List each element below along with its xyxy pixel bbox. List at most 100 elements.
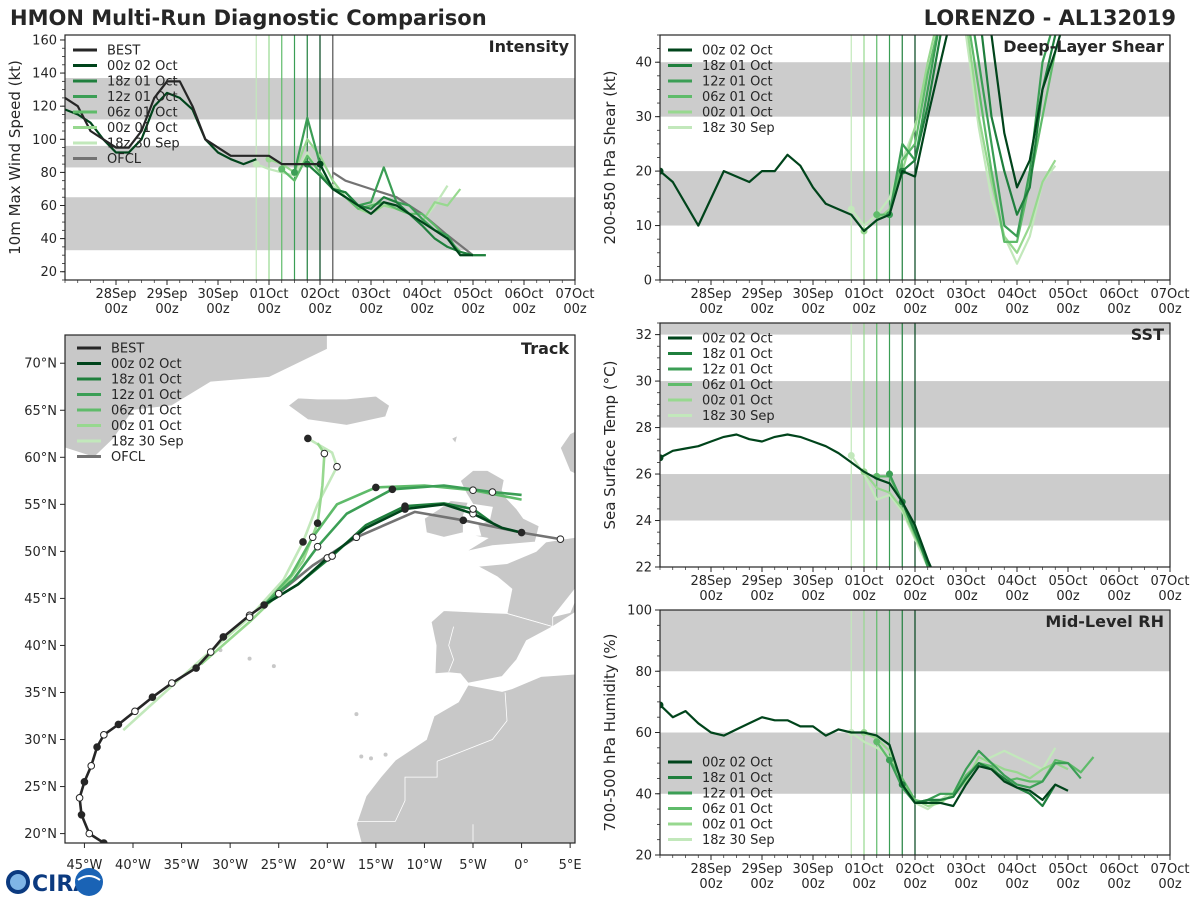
- intensity-series-line: [65, 91, 257, 166]
- intensity-xtick-label: 03Oct: [351, 287, 390, 302]
- intensity-xtick-label: 02Oct: [300, 287, 339, 302]
- rh-xtick-sublabel: 00z: [903, 877, 927, 892]
- rh-xtick-label: 03Oct: [946, 862, 985, 877]
- sst-xtick-sublabel: 00z: [1056, 589, 1080, 604]
- shear-ytick-label: 0: [644, 274, 652, 289]
- shear-xtick-label: 06Oct: [1099, 287, 1138, 302]
- intensity-legend-label: 00z 02 Oct: [107, 59, 178, 74]
- track-ytick-label: 60°N: [24, 451, 57, 466]
- forecast-marker: [488, 488, 497, 496]
- forecast-marker: [333, 462, 341, 471]
- iceland-land: [287, 395, 390, 426]
- forecast-marker: [274, 589, 283, 598]
- forecast-marker: [556, 535, 565, 543]
- figure-title: HMON Multi-Run Diagnostic Comparison: [10, 6, 487, 30]
- intensity-ytick-label: 140: [32, 67, 57, 82]
- track-ytick-label: 50°N: [24, 545, 57, 560]
- shear-ytick-label: 40: [635, 56, 652, 71]
- intensity-xtick-sublabel: 00z: [512, 302, 536, 317]
- sst-xtick-label: 01Oct: [844, 574, 883, 589]
- sst-xtick-sublabel: 00z: [852, 589, 876, 604]
- intensity-xtick-sublabel: 00z: [104, 302, 128, 317]
- intensity-xtick-sublabel: 00z: [410, 302, 434, 317]
- track-xtick-label: 25°W: [261, 858, 297, 873]
- shear-init-marker: [660, 167, 664, 175]
- rh-legend-label: 00z 01 Oct: [702, 818, 773, 833]
- sst-xtick-sublabel: 00z: [1158, 589, 1182, 604]
- track-ytick-label: 70°N: [24, 357, 57, 372]
- shear-xtick-label: 29Sep: [741, 287, 782, 302]
- sst-xtick-label: 29Sep: [741, 574, 782, 589]
- shear-ylabel: 200-850 hPa Shear (kt): [601, 71, 619, 245]
- best-track-marker: [100, 839, 108, 843]
- rh-xtick-sublabel: 00z: [750, 877, 774, 892]
- intensity-ylabel: 10m Max Wind Speed (kt): [6, 60, 24, 255]
- island-land: [271, 664, 276, 669]
- shear-legend-label: 00z 02 Oct: [702, 44, 773, 59]
- rh-xtick-sublabel: 00z: [852, 877, 876, 892]
- intensity-xtick-sublabel: 00z: [308, 302, 332, 317]
- greenland-land: [65, 335, 328, 458]
- sst-panel: 22242628303228Sep00z29Sep00z30Sep00z01Oc…: [601, 322, 1190, 604]
- intensity-panel: 2040608010012014016028Sep00z29Sep00z30Se…: [6, 33, 595, 317]
- track-xtick-label: 35°W: [164, 858, 200, 873]
- forecast-marker: [299, 538, 307, 546]
- rh-panel: 2040608010028Sep00z29Sep00z30Sep00z01Oct…: [601, 604, 1190, 893]
- track-ytick-label: 40°N: [24, 639, 57, 654]
- intensity-xtick-label: 04Oct: [402, 287, 441, 302]
- rh-legend-label: 18z 01 Oct: [702, 771, 773, 786]
- intensity-legend-label: 06z 01 Oct: [107, 106, 178, 121]
- intensity-init-marker: [278, 165, 286, 173]
- rh-legend-label: 00z 02 Oct: [702, 756, 773, 771]
- shear-xtick-label: 02Oct: [895, 287, 934, 302]
- globe-icon: [75, 868, 103, 896]
- sst-title: SST: [1131, 325, 1164, 344]
- rh-xtick-sublabel: 00z: [954, 877, 978, 892]
- track-xtick-label: 30°W: [212, 858, 248, 873]
- forecast-marker: [401, 502, 409, 511]
- cira-logo: CIRA: [6, 868, 103, 897]
- intensity-legend-label: 18z 01 Oct: [107, 75, 178, 90]
- rh-xtick-label: 28Sep: [690, 862, 731, 877]
- shear-xtick-sublabel: 00z: [1056, 302, 1080, 317]
- track-ytick-label: 20°N: [24, 827, 57, 842]
- track-xtick-label: 15°W: [358, 858, 394, 873]
- rh-ytick-label: 20: [635, 849, 652, 864]
- intensity-ytick-label: 40: [40, 232, 57, 247]
- track-legend-label: 18z 01 Oct: [111, 373, 182, 388]
- rh-legend-label: 12z 01 Oct: [702, 787, 773, 802]
- intensity-xtick-sublabel: 00z: [206, 302, 230, 317]
- rh-init-marker: [886, 756, 893, 764]
- island-land: [247, 656, 252, 661]
- rh-xtick-label: 07Oct: [1150, 862, 1189, 877]
- shear-panel: 01020304028Sep00z29Sep00z30Sep00z01Oct00…: [601, 34, 1190, 317]
- intensity-ytick-label: 120: [32, 100, 57, 115]
- sst-xtick-label: 04Oct: [997, 574, 1036, 589]
- intensity-xtick-sublabel: 00z: [155, 302, 179, 317]
- intensity-xtick-label: 29Sep: [146, 287, 187, 302]
- shear-ytick-label: 30: [635, 110, 652, 125]
- intensity-xtick-label: 28Sep: [95, 287, 136, 302]
- rh-title: Mid-Level RH: [1045, 612, 1164, 631]
- shear-init-marker: [847, 205, 855, 213]
- rh-xtick-label: 06Oct: [1099, 862, 1138, 877]
- forecast-marker: [517, 528, 526, 537]
- intensity-series-line: [319, 163, 473, 257]
- rh-ytick-label: 100: [627, 604, 652, 619]
- rh-xtick-label: 02Oct: [895, 862, 934, 877]
- rh-xtick-sublabel: 00z: [1005, 877, 1029, 892]
- track-legend-label: 06z 01 Oct: [111, 404, 182, 419]
- africa-land: [355, 673, 575, 843]
- intensity-ytick-label: 80: [40, 166, 57, 181]
- rh-xtick-label: 29Sep: [741, 862, 782, 877]
- shear-series-line: [901, 35, 1057, 216]
- sst-xtick-label: 28Sep: [690, 574, 731, 589]
- island-land: [369, 756, 373, 761]
- shear-xtick-sublabel: 00z: [750, 302, 774, 317]
- track-ytick-label: 55°N: [24, 498, 57, 513]
- forecast-marker: [372, 483, 380, 492]
- rh-ytick-label: 40: [635, 787, 652, 802]
- sst-ytick-label: 26: [635, 468, 652, 483]
- best-track-marker: [75, 794, 84, 802]
- best-track-marker: [219, 633, 228, 641]
